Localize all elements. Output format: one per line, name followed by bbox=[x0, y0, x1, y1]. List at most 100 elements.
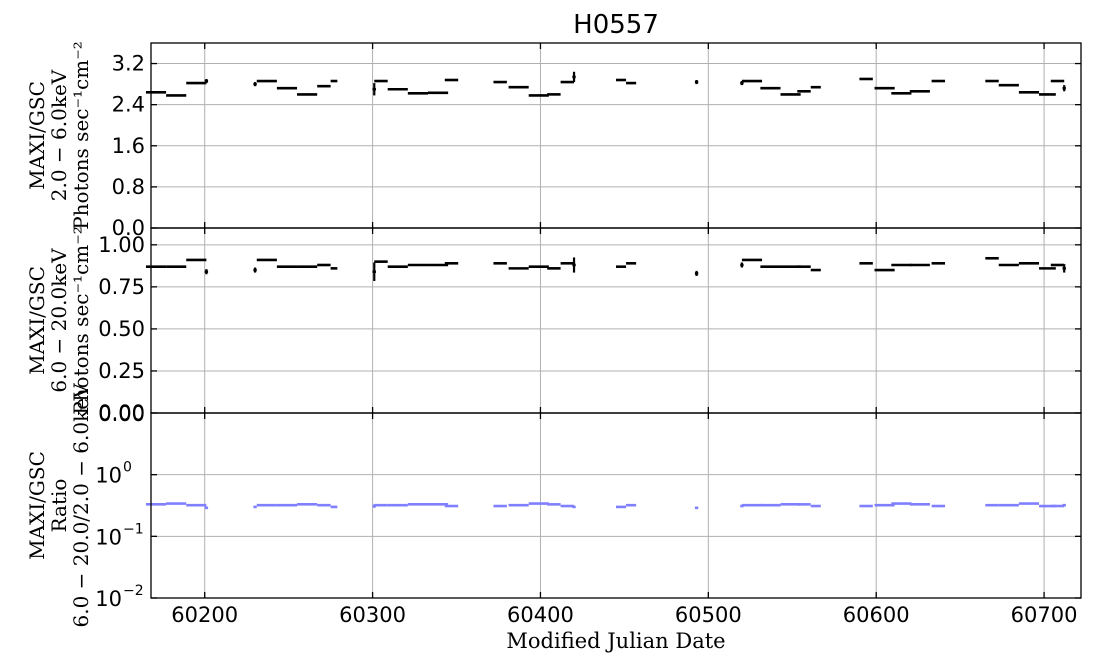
data-point bbox=[444, 78, 459, 82]
data-point bbox=[810, 268, 821, 272]
data-point bbox=[256, 79, 277, 83]
data-point bbox=[317, 263, 331, 267]
data-point bbox=[528, 94, 549, 97]
data-point bbox=[256, 258, 277, 262]
data-point bbox=[616, 78, 627, 82]
y-tick-label: 0.50 bbox=[98, 317, 145, 341]
data-point bbox=[253, 267, 257, 273]
data-point bbox=[741, 258, 763, 262]
data-point bbox=[297, 265, 318, 268]
y-tick-label: 1.00 bbox=[98, 233, 145, 257]
data-point bbox=[985, 256, 999, 260]
chart-title: H0557 bbox=[573, 10, 659, 40]
data-point bbox=[694, 506, 699, 510]
data-point bbox=[145, 91, 167, 94]
data-point bbox=[1050, 79, 1065, 83]
data-point bbox=[1039, 93, 1056, 96]
y-axis-label-line-1: MAXI/GSC bbox=[25, 266, 49, 375]
data-point bbox=[931, 79, 946, 83]
data-point bbox=[694, 80, 699, 85]
data-point bbox=[780, 93, 801, 96]
y-tick-exponent: −2 bbox=[123, 583, 144, 599]
data-point bbox=[874, 268, 895, 272]
data-point bbox=[797, 90, 811, 93]
data-point bbox=[297, 93, 318, 96]
data-point bbox=[374, 79, 388, 83]
data-point bbox=[1018, 91, 1040, 94]
data-point bbox=[374, 260, 388, 263]
data-point bbox=[572, 257, 576, 273]
data-point bbox=[204, 78, 209, 84]
y-tick-label: 0.8 bbox=[112, 175, 145, 199]
y-axis-label-line-1: MAXI/GSC bbox=[25, 81, 49, 190]
data-point bbox=[1050, 263, 1065, 267]
data-point bbox=[891, 92, 912, 95]
data-point bbox=[1018, 262, 1040, 265]
data-point bbox=[276, 86, 298, 90]
data-point bbox=[741, 79, 763, 83]
x-tick-label: 60300 bbox=[339, 603, 406, 627]
y-tick-label-top: 0.00 bbox=[98, 402, 145, 426]
y-tick-label: 0.00 bbox=[98, 401, 145, 425]
y-axis-label-line-2: 2.0 − 6.0keV bbox=[47, 69, 71, 201]
data-point bbox=[859, 262, 873, 265]
y-axis-label-line-3: Photons sec⁻¹cm⁻² bbox=[69, 226, 93, 415]
x-tick-label: 60700 bbox=[1011, 603, 1078, 627]
data-point bbox=[760, 86, 781, 90]
data-point bbox=[387, 265, 408, 268]
data-point bbox=[909, 90, 930, 93]
data-point bbox=[572, 71, 576, 83]
y-tick-label: 0.25 bbox=[98, 359, 145, 383]
data-point bbox=[253, 505, 257, 509]
data-point bbox=[998, 263, 1019, 267]
data-point bbox=[186, 81, 207, 85]
panel-frame bbox=[150, 227, 1082, 414]
data-point bbox=[330, 79, 338, 83]
data-point bbox=[407, 92, 428, 95]
x-tick-label: 60400 bbox=[507, 603, 574, 627]
y-axis-label-line-2: 6.0 − 20.0keV bbox=[47, 248, 71, 393]
x-tick-label: 60200 bbox=[171, 603, 238, 627]
data-point bbox=[372, 262, 376, 281]
data-point bbox=[508, 85, 529, 89]
data-point bbox=[276, 265, 298, 268]
x-axis-label: Modified Julian Date bbox=[506, 629, 725, 653]
data-point bbox=[797, 265, 811, 268]
data-point bbox=[1062, 85, 1066, 92]
y-tick-label: 0.75 bbox=[98, 275, 145, 299]
data-point bbox=[1062, 264, 1066, 273]
data-point bbox=[317, 84, 331, 88]
data-point bbox=[560, 80, 575, 84]
data-point bbox=[1039, 267, 1056, 270]
data-point bbox=[204, 506, 209, 510]
data-point bbox=[407, 263, 428, 267]
data-point bbox=[508, 267, 529, 270]
data-point bbox=[694, 270, 699, 276]
data-point bbox=[330, 267, 338, 270]
y-tick-exponent: 0 bbox=[123, 460, 132, 476]
data-point bbox=[387, 87, 408, 91]
data-point bbox=[444, 262, 459, 265]
y-tick-label: 2.4 bbox=[112, 93, 145, 117]
data-point bbox=[493, 80, 507, 84]
data-point bbox=[616, 265, 627, 268]
y-tick-label: 10 bbox=[95, 464, 122, 488]
data-point bbox=[528, 265, 549, 268]
data-point bbox=[740, 262, 744, 268]
x-tick-label: 60600 bbox=[843, 603, 910, 627]
data-point bbox=[166, 94, 187, 97]
data-point bbox=[493, 262, 507, 265]
data-point bbox=[760, 265, 781, 268]
data-point bbox=[998, 83, 1019, 87]
data-point bbox=[931, 262, 946, 265]
data-point bbox=[859, 77, 873, 81]
data-point bbox=[372, 83, 376, 96]
data-point bbox=[626, 81, 637, 85]
data-point bbox=[985, 79, 999, 83]
y-tick-label: 10 bbox=[95, 587, 122, 611]
y-tick-exponent: −1 bbox=[123, 521, 144, 537]
